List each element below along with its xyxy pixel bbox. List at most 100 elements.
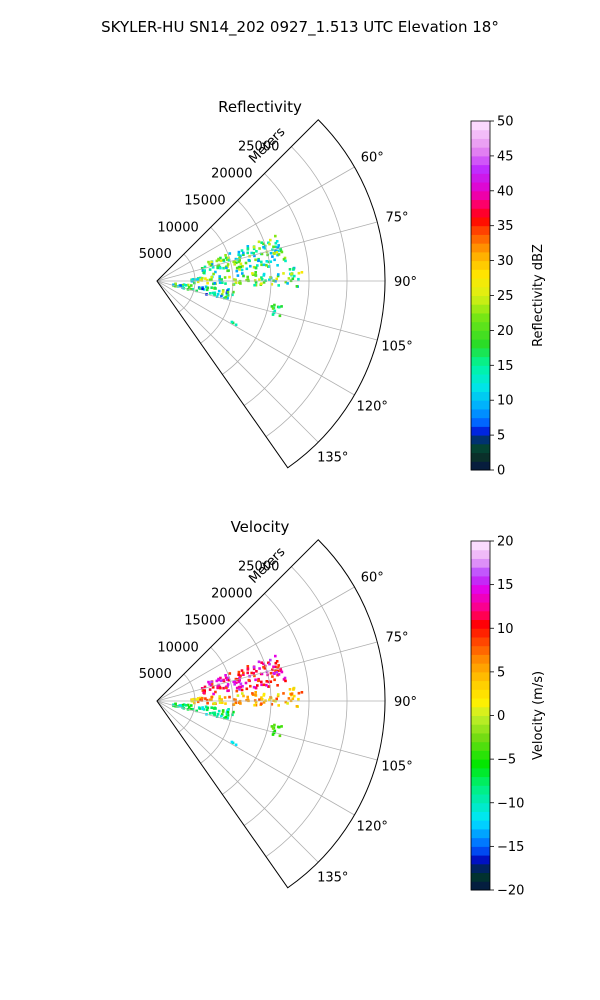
colorbar-segment (471, 400, 490, 410)
colorbar-segment (471, 321, 490, 331)
colorbar-segment (471, 610, 490, 621)
colorbar-segment (471, 759, 490, 769)
colorbar-segment (471, 121, 490, 131)
colorbar-segment (471, 199, 490, 209)
colorbar-segment (471, 785, 490, 795)
colorbar-segment (471, 724, 490, 734)
colorbar-segment (471, 811, 490, 821)
range-ring (222, 620, 272, 795)
colorbar-segment (471, 558, 490, 568)
colorbar-segment (471, 251, 490, 262)
colorbar-segment (471, 443, 490, 454)
radial-tick-label: 20000 (211, 587, 252, 602)
colorbar-tick-label: 35 (497, 219, 514, 234)
colorbar-tick-label: 40 (497, 184, 514, 199)
colorbar-tick-label: 50 (497, 115, 514, 130)
colorbar-segment (471, 863, 490, 874)
colorbar: 0 5 10 15 20 25 30 35 40 45 50 Reflectivity dBZ (470, 115, 546, 479)
azimuth-tick-label: 105° (381, 759, 412, 774)
range-ring (265, 566, 348, 857)
colorbar-segment (471, 872, 490, 882)
colorbar-segment (471, 619, 490, 629)
sector-frame (156, 119, 386, 469)
colorbar-tick-label: 10 (497, 394, 514, 409)
panel-title: Reflectivity (218, 98, 302, 116)
colorbar-tick-label: 5 (497, 429, 505, 444)
colorbar-segment (471, 129, 490, 139)
colorbar-segment (471, 182, 490, 192)
radial-tick-label: 25000 (238, 560, 279, 575)
colorbar-segment (471, 304, 490, 314)
colorbar-tick-label: 5 (497, 665, 505, 680)
colorbar-segment (471, 269, 490, 279)
azimuth-spoke (156, 641, 378, 702)
colorbar-segment (471, 356, 490, 366)
velocity-panel: Velocity 5000 10000 15000 20000 25000 60° 75° 90… (139, 518, 546, 899)
radial-tick-label: 10000 (157, 640, 198, 655)
colorbar-segment (471, 164, 490, 174)
colorbar-segment (471, 382, 490, 392)
echo-region (190, 686, 304, 708)
colorbar-segment (471, 706, 490, 716)
colorbar-segment (471, 225, 490, 235)
range-ring (243, 593, 310, 826)
echo-field (172, 654, 304, 747)
colorbar-tick-label: −10 (497, 796, 524, 811)
colorbar-tick-label: 10 (497, 622, 514, 637)
colorbar-segment (471, 408, 490, 419)
azimuth-tick-label: 105° (381, 339, 412, 354)
colorbar-tick-label: 30 (497, 254, 514, 269)
azimuth-spoke (156, 700, 378, 761)
echo-region (200, 234, 287, 276)
azimuth-spoke (156, 700, 319, 863)
colorbar-tick-label: −5 (497, 753, 516, 768)
colorbar-segment (471, 208, 490, 218)
colorbar-segment (471, 278, 490, 288)
azimuth-tick-label: 120° (357, 819, 388, 834)
colorbar-segment (471, 312, 490, 323)
colorbar-segment (471, 461, 490, 471)
colorbar-tick-label: 0 (497, 709, 505, 724)
colorbar-segment (471, 584, 490, 594)
colorbar-tick-label: 25 (497, 289, 514, 304)
azimuth-tick-label: 60° (361, 151, 384, 166)
colorbar-segment (471, 636, 490, 647)
colorbar-segment (471, 881, 490, 891)
colorbar-segment (471, 750, 490, 760)
colorbar-segment (471, 138, 490, 148)
echo-region (172, 702, 235, 720)
colorbar-segment (471, 452, 490, 462)
radial-tick-label: 5000 (139, 667, 172, 682)
colorbar-tick-label: −15 (497, 840, 524, 855)
echo-region (270, 723, 283, 738)
radial-tick-label: 25000 (238, 140, 279, 155)
radial-tick-label: 15000 (184, 193, 225, 208)
range-ring (200, 646, 234, 764)
range-ring (243, 173, 310, 406)
colorbar-segment (471, 391, 490, 401)
colorbar-segment (471, 828, 490, 839)
colorbar-segment (471, 365, 490, 375)
colorbar-segment (471, 147, 490, 157)
azimuth-spoke (156, 280, 355, 396)
colorbar-segment (471, 243, 490, 253)
colorbar-segment (471, 855, 490, 865)
colorbar-segment (471, 567, 490, 577)
colorbar-segment (471, 602, 490, 612)
colorbar-segment (471, 820, 490, 830)
panel-title: Velocity (231, 518, 290, 536)
azimuth-spoke (156, 166, 355, 282)
azimuth-spoke (156, 280, 319, 443)
azimuth-tick-label: 60° (361, 571, 384, 586)
colorbar-segment (471, 645, 490, 655)
azimuth-spoke (156, 221, 378, 282)
colorbar-segment (471, 435, 490, 445)
azimuth-spoke (156, 586, 355, 702)
colorbar-segment (471, 347, 490, 358)
azimuth-spoke (156, 280, 378, 341)
colorbar-segment (471, 190, 490, 201)
colorbar-segment (471, 654, 490, 664)
colorbar-segment (471, 173, 490, 183)
echo-region (270, 303, 283, 318)
colorbar-segment (471, 698, 490, 708)
